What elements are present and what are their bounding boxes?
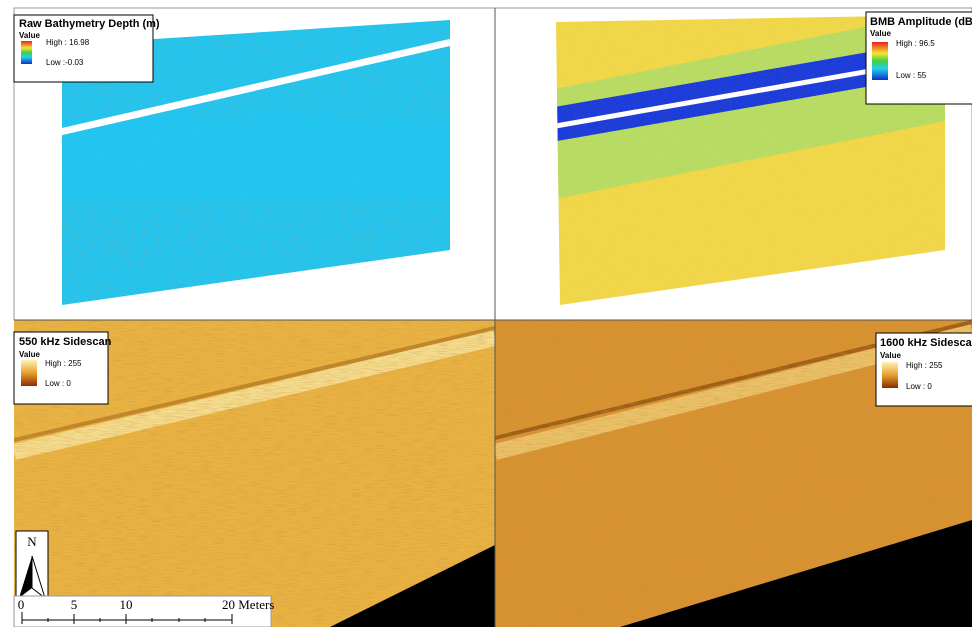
legend-low: Low :-0.03 (46, 58, 84, 67)
page: {"panels": [ {"legend": {"title": "Raw B… (0, 0, 972, 627)
legend-high: High : 96.5 (896, 39, 935, 48)
legend-high: High : 255 (906, 361, 943, 370)
legend-title: 550 kHz Sidescan (19, 336, 112, 348)
legend-field: Value (880, 351, 901, 360)
legend-high: High : 255 (45, 359, 82, 368)
legend-title: 1600 kHz Sidescan (880, 337, 972, 349)
color-ramp (21, 360, 37, 386)
map-layout: Raw Bathymetry Depth (m) Value High : 16… (0, 0, 972, 627)
legend-field: Value (19, 350, 40, 359)
scale-label: 20 Meters (222, 597, 274, 612)
legend: Raw Bathymetry Depth (m) Value High : 16… (14, 15, 160, 82)
scale-bar: 0 5 10 20 Meters (14, 596, 274, 627)
scale-label: 5 (71, 597, 78, 612)
color-ramp (882, 362, 898, 388)
color-ramp (21, 41, 32, 64)
legend-low: Low : 0 (45, 379, 71, 388)
legend-low: Low : 0 (906, 382, 932, 391)
legend: 1600 kHz Sidescan Value High : 255 Low :… (876, 333, 972, 406)
legend-high: High : 16.98 (46, 38, 90, 47)
legend-field: Value (870, 29, 891, 38)
legend-low: Low : 55 (896, 71, 927, 80)
legend: 550 kHz Sidescan Value High : 255 Low : … (14, 332, 112, 404)
north-label: N (27, 534, 37, 549)
legend-field: Value (19, 31, 40, 40)
color-ramp (872, 42, 888, 80)
legend-title: Raw Bathymetry Depth (m) (19, 18, 160, 30)
scale-label: 0 (18, 597, 25, 612)
legend-title: BMB Amplitude (dB) (870, 16, 972, 28)
legend: BMB Amplitude (dB) Value High : 96.5 Low… (866, 12, 972, 104)
scale-label: 10 (120, 597, 133, 612)
